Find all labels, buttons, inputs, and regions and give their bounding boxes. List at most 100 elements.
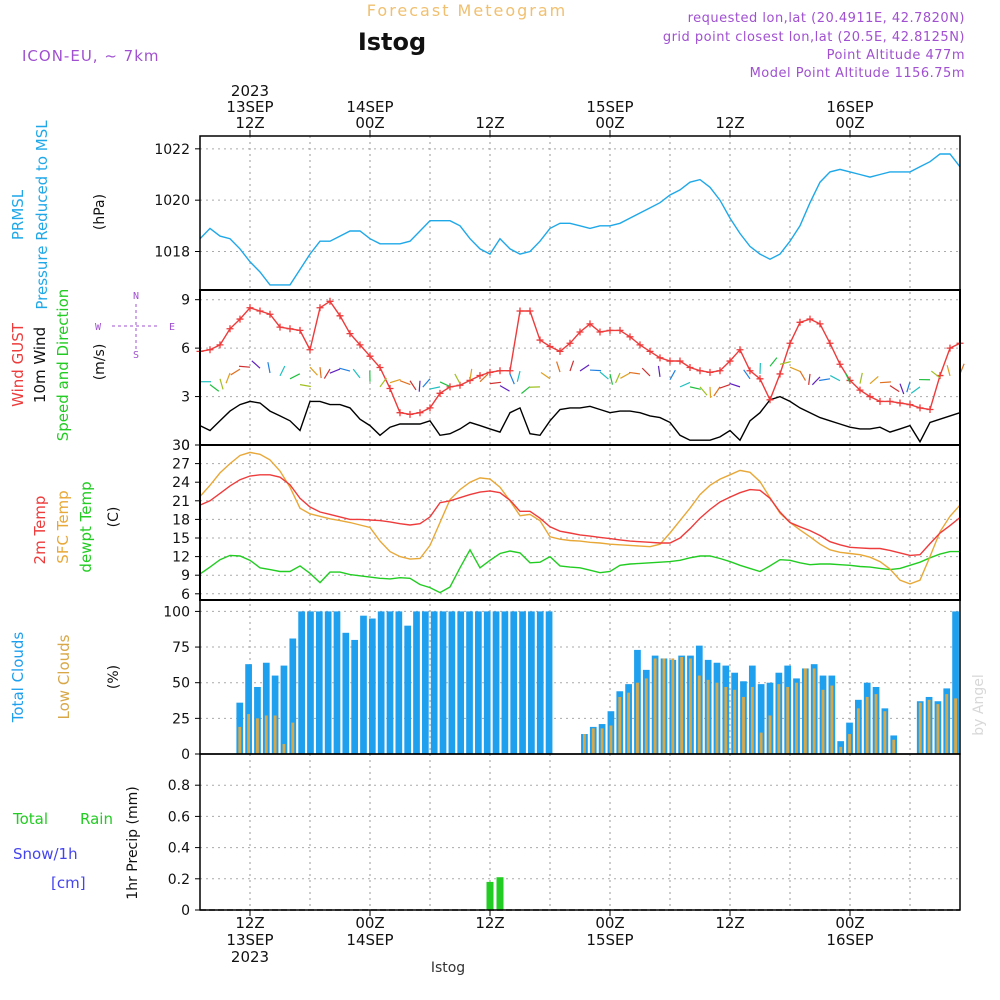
point-altitude: Point Altitude 477m bbox=[827, 48, 965, 63]
low-clouds-bar bbox=[936, 704, 940, 754]
low-clouds-bar bbox=[830, 685, 834, 754]
wind-direction-arrow-icon bbox=[811, 376, 821, 386]
wind-direction-arrow-icon bbox=[629, 371, 641, 375]
wind-gust-point bbox=[396, 409, 404, 417]
wind-direction-arrow-icon bbox=[418, 380, 421, 392]
grid-point-coords: grid point closest lon,lat (20.5E, 42.81… bbox=[663, 30, 965, 45]
total-clouds-bar bbox=[439, 611, 447, 754]
wind-direction-arrow-icon bbox=[279, 365, 286, 377]
total-clouds-bar bbox=[536, 611, 544, 754]
wind-direction-arrow-icon bbox=[339, 367, 351, 372]
wind-gust-point bbox=[476, 372, 484, 380]
top-time-label: 15SEP bbox=[586, 98, 633, 116]
wind-gust-point bbox=[366, 352, 374, 360]
pressure-line bbox=[199, 153, 961, 286]
wind-direction-arrow-icon bbox=[454, 373, 461, 384]
pressure-label-prmsl: PRMSL bbox=[9, 189, 27, 240]
low-clouds-bar bbox=[759, 732, 763, 754]
low-clouds-bar bbox=[282, 744, 286, 754]
temp-2m-label: 2m Temp bbox=[31, 496, 49, 565]
wind-gust-point bbox=[736, 346, 744, 354]
top-time-label: 14SEP bbox=[346, 98, 393, 116]
wind-direction-arrow-icon bbox=[657, 365, 661, 377]
y-tick-label: 27 bbox=[172, 457, 190, 473]
wind-gust-point bbox=[646, 347, 654, 355]
total-clouds-bar bbox=[952, 611, 959, 754]
wind-direction-arrow-icon bbox=[589, 369, 602, 372]
wind-gust-point bbox=[306, 346, 314, 354]
wind-direction-arrow-icon bbox=[679, 381, 691, 388]
wind-direction-arrow-icon bbox=[238, 365, 251, 368]
low-clouds-label: Low Clouds bbox=[55, 634, 73, 719]
wind-gust-point bbox=[446, 383, 454, 391]
wind-gust-point bbox=[486, 368, 494, 376]
y-tick-label: 1018 bbox=[154, 245, 190, 261]
total-clouds-bar bbox=[280, 665, 288, 754]
low-clouds-bar bbox=[839, 746, 843, 754]
total-clouds-bar bbox=[360, 615, 367, 754]
wind-direction-arrow-icon bbox=[251, 360, 261, 369]
product-title: Forecast Meteogram bbox=[367, 1, 567, 20]
low-clouds-bar bbox=[264, 715, 268, 754]
wind-direction-arrow-icon bbox=[614, 372, 621, 384]
wind-direction-arrow-icon bbox=[399, 380, 411, 386]
wind-gust-point bbox=[886, 397, 894, 405]
wind-gust-point bbox=[716, 367, 724, 375]
low-clouds-bar bbox=[636, 682, 639, 754]
wind-direction-arrow-icon bbox=[209, 384, 220, 392]
wind-gust-label: Wind GUST bbox=[9, 322, 27, 407]
low-clouds-bar bbox=[671, 658, 675, 754]
total-clouds-bar bbox=[377, 611, 385, 754]
y-tick-label: 18 bbox=[172, 512, 190, 528]
wind-gust-point bbox=[626, 333, 634, 341]
wind-direction-arrow-icon bbox=[521, 386, 531, 394]
total-clouds-bar bbox=[483, 611, 491, 754]
wind-gust-point bbox=[436, 389, 444, 397]
precip-titles: Total Rain Snow/1h [cm] 1hr Precip (mm) bbox=[12, 786, 141, 899]
wind-gust-point bbox=[416, 409, 424, 417]
wind-gust-point bbox=[496, 367, 504, 375]
wind-gust-point bbox=[566, 339, 574, 347]
wind-gust-point bbox=[516, 307, 524, 315]
total-clouds-bar bbox=[510, 611, 518, 754]
wind-direction-arrow-icon bbox=[689, 386, 701, 390]
wind-direction-arrow-icon bbox=[713, 386, 721, 397]
wind-gust-point bbox=[316, 304, 324, 312]
compass-w: W bbox=[95, 322, 102, 333]
total-clouds-label: Total Clouds bbox=[9, 632, 27, 724]
wind-direction-arrow-icon bbox=[869, 375, 879, 385]
panel-frame-wind bbox=[199, 289, 961, 446]
low-clouds-bar bbox=[291, 722, 295, 754]
wind-gust-point bbox=[636, 341, 644, 349]
bottom-time-label: 00Z bbox=[595, 914, 624, 932]
low-clouds-bar bbox=[273, 715, 277, 754]
snow-label: Snow/1h bbox=[13, 845, 78, 863]
total-clouds-bar bbox=[757, 684, 765, 754]
wind-gust-point bbox=[726, 357, 734, 365]
compass-s: S bbox=[133, 350, 139, 361]
sfc-temp-line bbox=[199, 451, 961, 585]
wind-direction-arrow-icon bbox=[579, 364, 590, 372]
low-clouds-bar bbox=[697, 675, 701, 754]
wind-direction-arrow-icon bbox=[609, 373, 614, 385]
wind-direction-arrow-icon bbox=[808, 373, 811, 385]
low-clouds-bar bbox=[733, 689, 737, 754]
bottom-time-label: 12Z bbox=[475, 914, 504, 932]
bottom-time-label: 13SEP bbox=[226, 931, 273, 949]
low-clouds-bar bbox=[812, 668, 816, 754]
y-tick-label: 75 bbox=[172, 640, 190, 656]
compass-e: E bbox=[169, 322, 175, 333]
wind-gust-point bbox=[806, 315, 814, 323]
bottom-time-label: 2023 bbox=[231, 948, 269, 966]
wind-direction-arrow-icon bbox=[319, 367, 322, 379]
wind-direction-arrow-icon bbox=[844, 372, 851, 383]
wind-direction-arrow-icon bbox=[299, 384, 311, 388]
top-time-label: 12Z bbox=[475, 114, 504, 132]
top-time-label: 13SEP bbox=[226, 98, 273, 116]
watermark: by Angel bbox=[971, 674, 987, 735]
wind-direction-arrow-icon bbox=[352, 368, 361, 379]
wind-gust-point bbox=[336, 312, 344, 320]
total-clouds-bar bbox=[430, 611, 438, 754]
low-clouds-bar bbox=[591, 728, 595, 754]
wind-gust-point bbox=[896, 399, 904, 407]
